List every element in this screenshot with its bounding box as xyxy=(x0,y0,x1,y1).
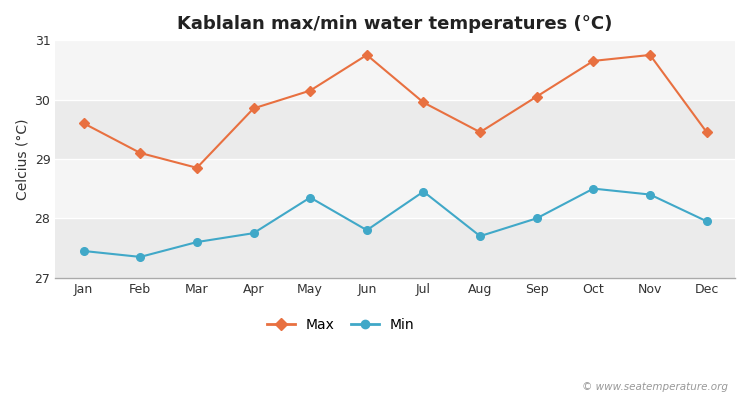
Bar xyxy=(56,218,735,278)
Text: © www.seatemperature.org: © www.seatemperature.org xyxy=(581,382,728,392)
Bar xyxy=(56,40,735,100)
Title: Kablalan max/min water temperatures (°C): Kablalan max/min water temperatures (°C) xyxy=(178,15,613,33)
Bar xyxy=(56,159,735,218)
Legend: Max, Min: Max, Min xyxy=(261,312,420,337)
Bar xyxy=(56,100,735,159)
Y-axis label: Celcius (°C): Celcius (°C) xyxy=(15,118,29,200)
